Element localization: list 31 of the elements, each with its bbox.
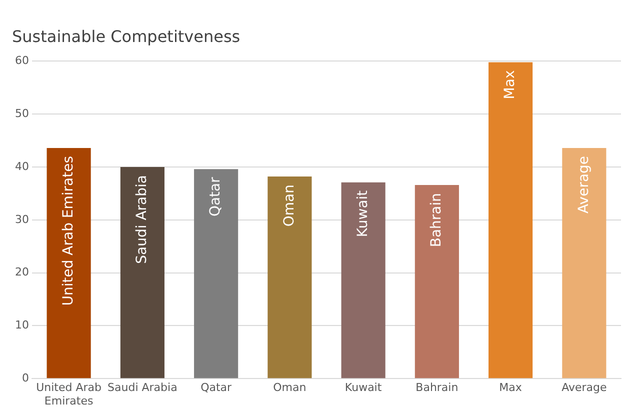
- y-tick-label: 60: [14, 54, 29, 68]
- y-tick-label: 20: [14, 266, 29, 279]
- bar: [46, 148, 91, 378]
- x-tick-label: Kuwait: [344, 381, 382, 394]
- y-tick-label: 50: [14, 106, 29, 120]
- data-label: Bahrain: [428, 192, 445, 248]
- data-label: Oman: [281, 184, 298, 227]
- x-tick-label: Qatar: [200, 381, 232, 394]
- bar: [194, 169, 238, 378]
- x-tick-label: Oman: [273, 381, 306, 394]
- y-tick-label: 10: [14, 318, 29, 332]
- bar: [120, 167, 164, 378]
- bar: [268, 176, 312, 378]
- y-tick-label: 40: [14, 160, 29, 173]
- bar: [341, 182, 386, 378]
- y-tick-label: 0: [22, 371, 29, 384]
- bar: [414, 184, 459, 378]
- x-tick-label: Saudi Arabia: [108, 381, 178, 394]
- x-tick-label: United Arab Emirates: [36, 381, 102, 408]
- chart-title: Sustainable Competitveness: [12, 26, 240, 46]
- x-tick-label: Average: [562, 381, 608, 394]
- data-label: Average: [576, 156, 592, 214]
- y-tick-label: 30: [14, 212, 29, 226]
- bar: [488, 62, 533, 378]
- data-label: Saudi Arabia: [134, 175, 150, 264]
- data-label: Qatar: [208, 176, 224, 217]
- data-label: Kuwait: [354, 190, 371, 238]
- data-label: Max: [502, 70, 518, 100]
- x-tick-label: Max: [499, 381, 522, 394]
- bar: [562, 148, 606, 378]
- x-tick-label: Bahrain: [416, 381, 458, 394]
